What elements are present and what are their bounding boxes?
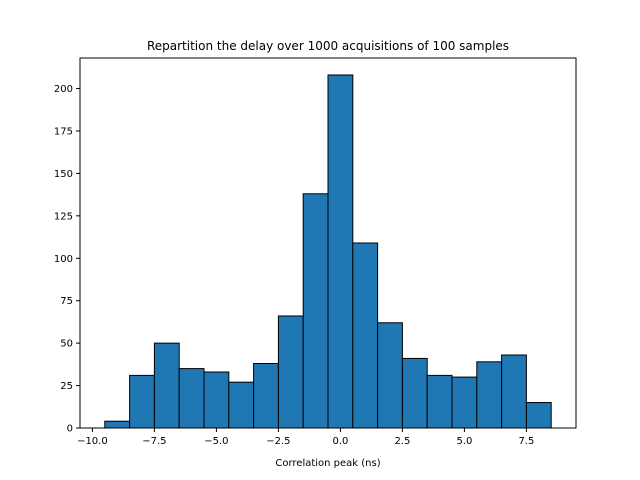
x-axis-label: Correlation peak (ns) <box>275 458 380 469</box>
y-axis-ticks: 0 25 50 75 100 125 150 175 200 <box>54 84 80 435</box>
histogram-bar <box>501 354 527 429</box>
histogram-bar <box>203 371 230 429</box>
histogram-bar <box>129 374 155 429</box>
histogram-bar <box>104 420 131 429</box>
histogram-bar <box>401 357 428 429</box>
y-tick-label: 75 <box>60 296 73 307</box>
histogram-bar <box>352 242 379 429</box>
x-tick-label: 0.0 <box>332 436 348 447</box>
y-tick-label: 150 <box>54 169 73 180</box>
histogram-bar <box>327 74 354 429</box>
y-tick-label: 25 <box>60 381 73 392</box>
x-tick-label: −10.0 <box>77 436 108 447</box>
histogram-bar <box>277 315 304 429</box>
histogram-bar <box>228 381 255 429</box>
x-tick-label: 7.5 <box>518 436 534 447</box>
x-tick-label: −2.5 <box>266 436 290 447</box>
histogram-bar <box>525 402 552 429</box>
chart-title: Repartition the delay over 1000 acquisit… <box>147 39 509 53</box>
x-tick-label: 2.5 <box>394 436 410 447</box>
plot-frame <box>79 57 577 429</box>
histogram-bar <box>377 322 403 429</box>
histogram-bar <box>253 363 279 429</box>
y-tick-label: 50 <box>60 339 73 350</box>
y-tick-label: 200 <box>54 84 73 95</box>
x-tick-label: −5.0 <box>204 436 228 447</box>
x-tick-label: −7.5 <box>142 436 166 447</box>
histogram-bar <box>178 368 205 429</box>
histogram-bar <box>451 376 478 429</box>
y-tick-label: 175 <box>54 126 73 137</box>
histogram-bar <box>302 193 329 429</box>
y-tick-label: 100 <box>54 254 73 265</box>
y-tick-label: 125 <box>54 211 73 222</box>
histogram-bar <box>476 361 503 429</box>
x-tick-label: 5.0 <box>456 436 472 447</box>
histogram-bar <box>153 342 180 429</box>
y-tick-label: 0 <box>67 424 73 435</box>
histogram-bar <box>426 374 453 429</box>
bars-group <box>104 74 552 429</box>
x-axis-ticks: −10.0 −7.5 −5.0 −2.5 0.0 2.5 5.0 7.5 <box>77 428 534 447</box>
